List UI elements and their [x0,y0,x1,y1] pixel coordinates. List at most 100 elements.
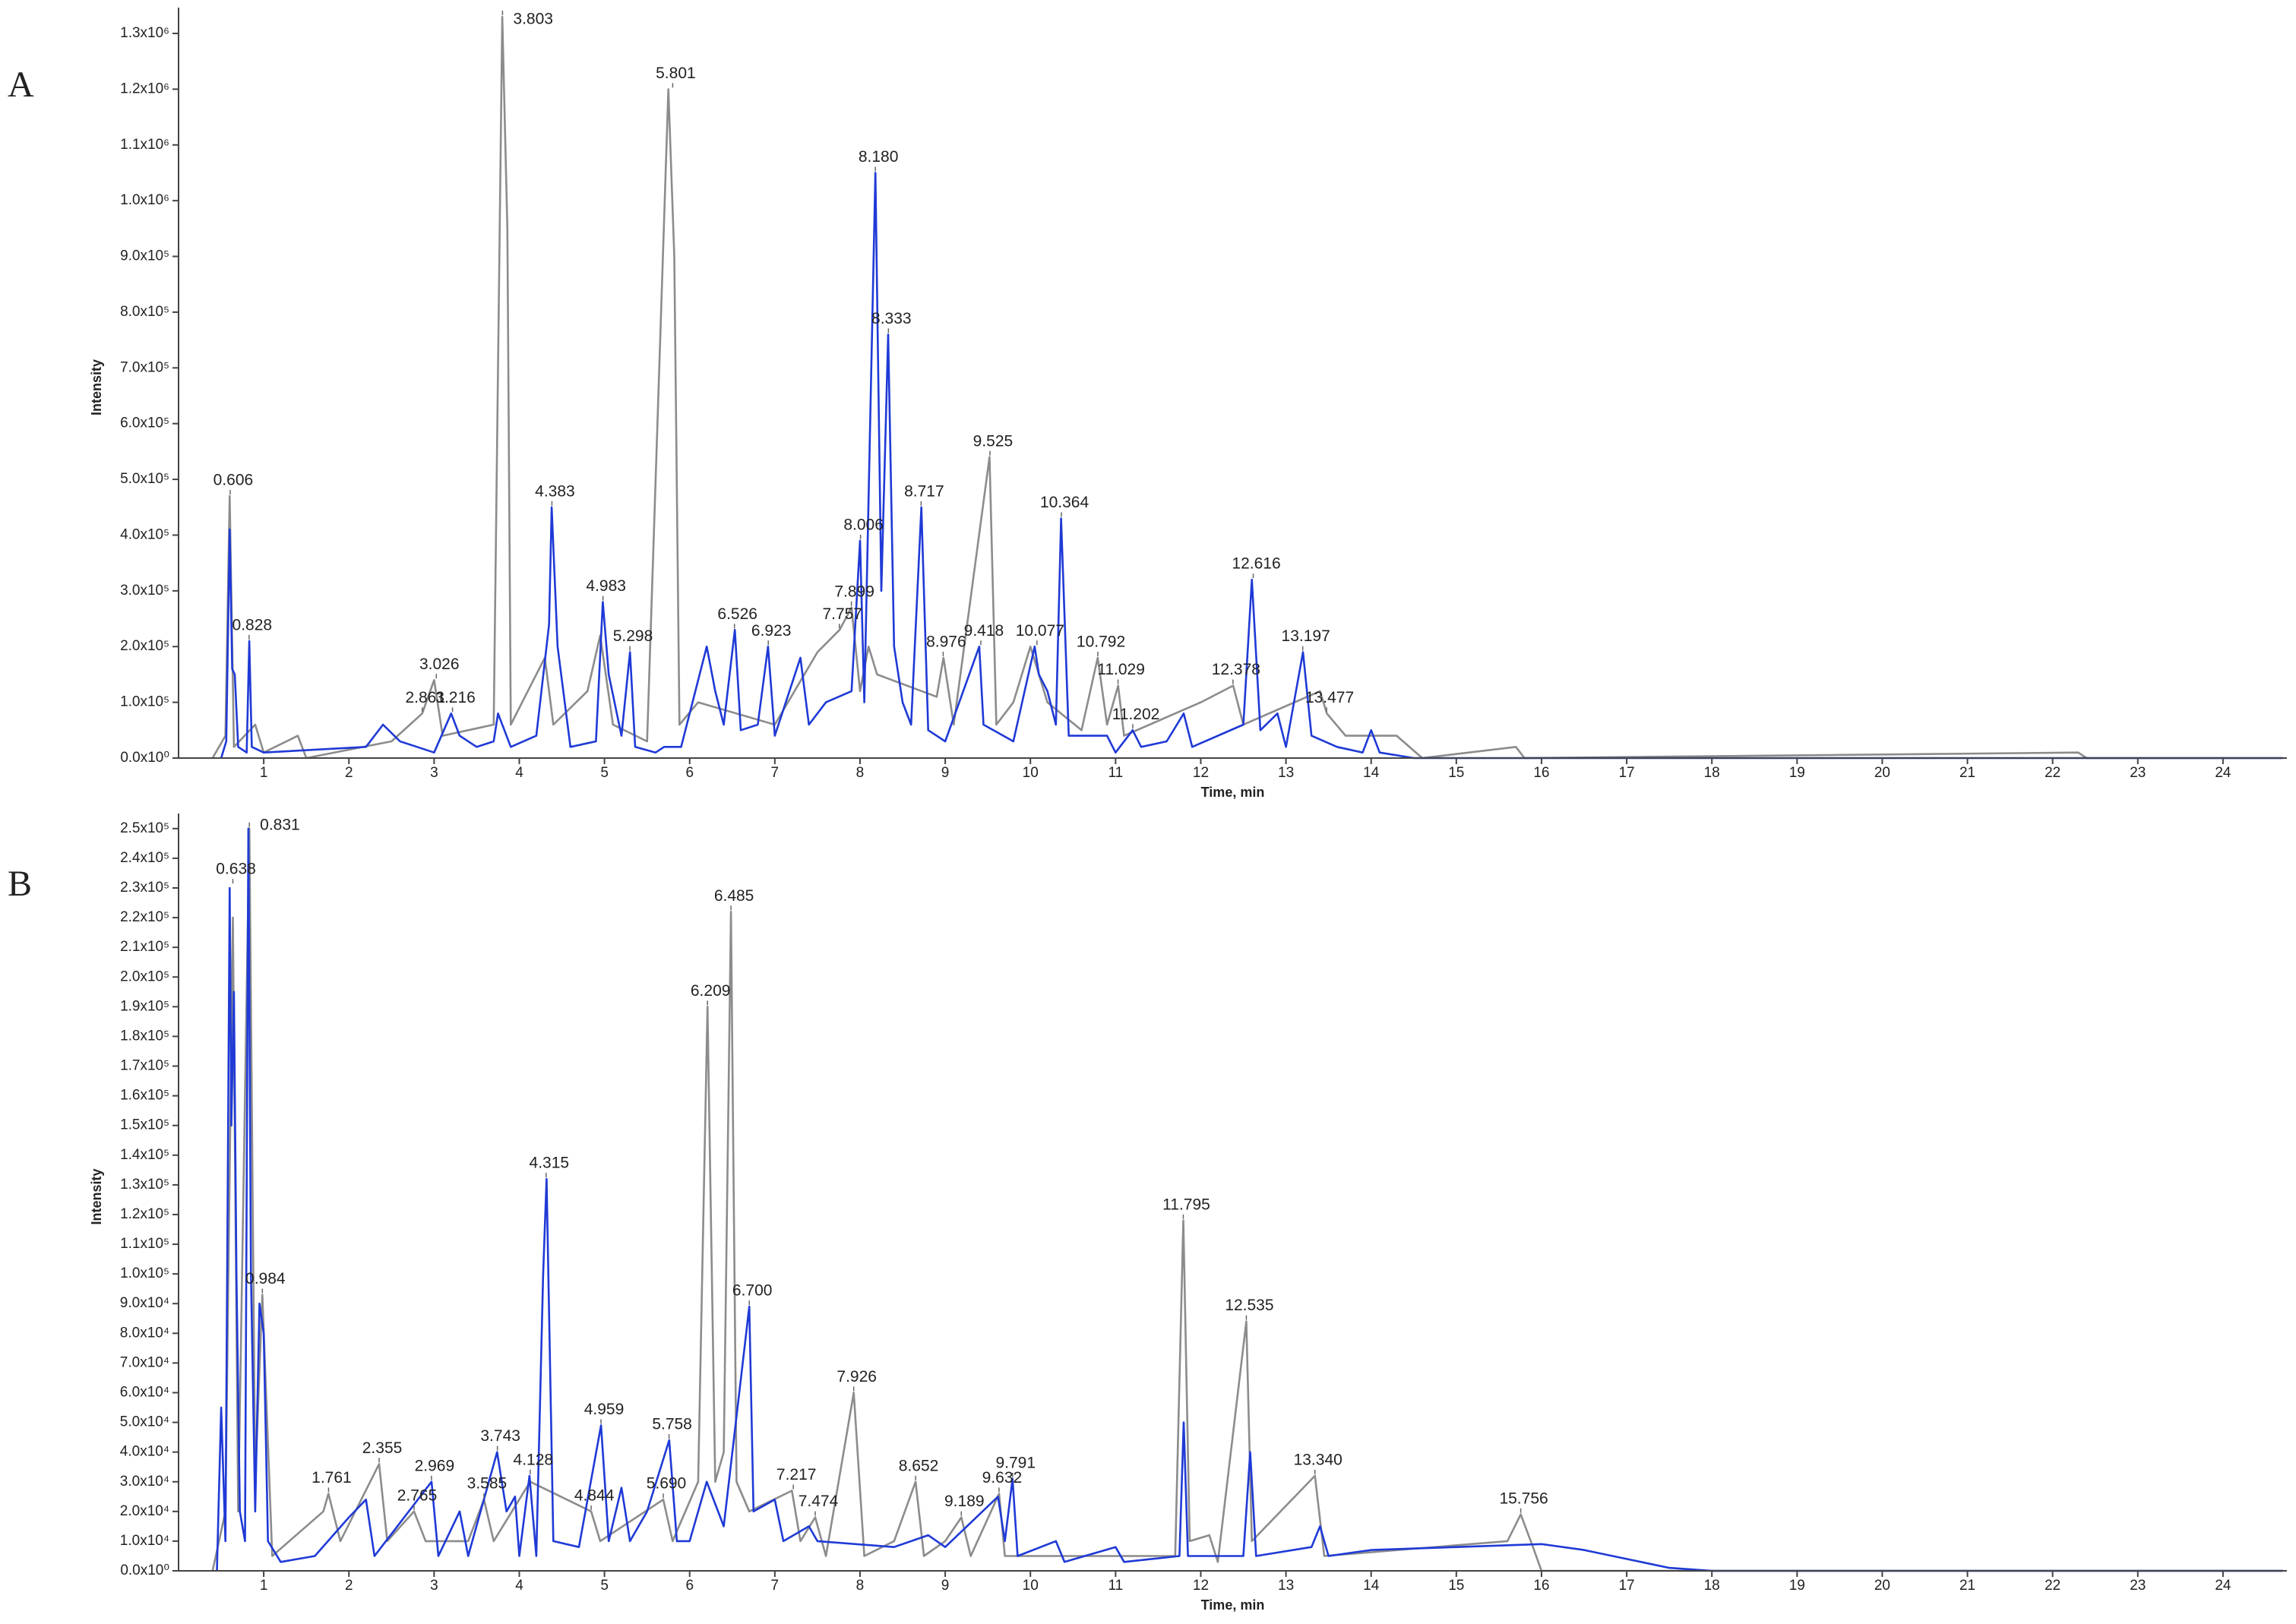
peak-label: 4.315 [530,1155,570,1172]
y-tick-label: 2.5x10⁵ [120,820,169,836]
y-tick-label: 3.0x10⁴ [120,1474,169,1490]
x-tick-label: 1 [260,765,268,781]
peak-label: 3.803 [513,11,553,28]
peak-label: 11.029 [1097,661,1145,678]
peak-label: 12.535 [1225,1297,1273,1314]
peak-label: 9.791 [995,1454,1036,1471]
peak-label: 9.525 [973,432,1014,450]
y-tick-label: 2.3x10⁵ [120,880,169,896]
x-tick-label: 12 [1193,1578,1209,1594]
peak-label: 13.477 [1305,689,1354,706]
x-tick-label: 20 [1874,1578,1890,1594]
x-tick-label: 8 [856,765,865,781]
x-tick-label: 11 [1108,1578,1123,1594]
x-tick-label: 15 [1448,765,1464,781]
x-tick-label: 22 [2045,1578,2060,1594]
x-tick-label: 5 [600,1578,609,1594]
y-tick-label: 1.0x10⁶ [120,192,169,208]
peak-label: 3.743 [480,1427,520,1445]
x-tick-label: 4 [515,1578,523,1594]
y-tick-label: 1.0x10⁵ [120,1265,169,1281]
y-tick-label: 1.1x10⁵ [120,1236,169,1252]
y-tick-label: 1.3x10⁵ [120,1177,169,1193]
peak-label: 4.383 [535,482,575,500]
y-tick-label: 8.0x10⁴ [120,1325,169,1341]
peak-label: 4.959 [584,1401,625,1418]
y-tick-label: 2.4x10⁵ [120,850,169,866]
x-tick-label: 6 [685,1578,694,1594]
x-tick-label: 13 [1278,1578,1294,1594]
y-tick-label: 4.0x10⁵ [120,526,169,542]
y-tick-label: 5.0x10⁵ [120,471,169,487]
peak-label: 8.976 [926,633,966,650]
y-tick-label: 1.9x10⁵ [120,998,169,1014]
peak-label: 0.831 [260,817,300,834]
peak-label: 8.180 [859,148,899,166]
x-axis-label: Time, min [1201,1597,1265,1613]
y-tick-label: 1.0x10⁴ [120,1533,169,1549]
trace [216,827,2283,1572]
peak-label: 1.761 [312,1469,352,1487]
x-tick-label: 2 [345,765,353,781]
peak-label: 13.197 [1282,627,1330,645]
y-tick-label: 0.0x10⁰ [120,1562,169,1578]
peak-label: 5.298 [613,627,653,645]
y-tick-label: 4.0x10⁴ [120,1444,169,1460]
y-tick-label: 6.0x10⁵ [120,415,169,431]
peak-label: 5.690 [647,1475,687,1493]
peak-label: 4.844 [574,1487,615,1504]
trace [211,15,2283,760]
y-tick-label: 2.1x10⁵ [120,939,169,955]
y-tick-label: 1.8x10⁵ [120,1028,169,1044]
peak-label: 7.474 [799,1493,839,1510]
x-tick-label: 23 [2130,1578,2146,1594]
x-tick-label: 16 [1533,765,1549,781]
peak-label: 0.638 [216,861,256,878]
x-axis-label: Time, min [1201,785,1265,800]
peak-label: 2.765 [397,1487,438,1504]
y-axis-label: Intensity [89,359,104,415]
x-tick-label: 3 [430,1578,438,1594]
peak-label: 8.333 [871,310,912,327]
x-tick-label: 23 [2130,765,2146,781]
peak-label: 3.585 [467,1475,508,1493]
peak-label: 11.202 [1112,706,1160,723]
x-tick-label: 12 [1193,765,1209,781]
peak-label: 7.757 [822,605,862,623]
x-tick-label: 8 [856,1578,865,1594]
y-tick-label: 2.0x10⁵ [120,638,169,654]
x-tick-label: 24 [2215,765,2231,781]
y-tick-label: 0.0x10⁰ [120,750,169,766]
y-tick-label: 1.2x10⁶ [120,81,169,96]
y-tick-label: 9.0x10⁴ [120,1295,169,1311]
peak-label: 2.355 [362,1439,403,1457]
peak-label: 2.861 [405,689,445,706]
peak-label: 15.756 [1499,1490,1548,1507]
peak-label: 6.485 [714,887,754,905]
peak-label: 9.418 [964,622,1004,640]
y-axis-label: Intensity [89,1168,104,1224]
x-tick-label: 13 [1278,765,1294,781]
y-tick-label: 8.0x10⁵ [120,304,169,320]
y-tick-label: 1.4x10⁵ [120,1147,169,1163]
peak-label: 7.217 [776,1466,817,1483]
y-tick-label: 2.2x10⁵ [120,909,169,925]
x-tick-label: 16 [1533,1578,1549,1594]
x-tick-label: 4 [515,765,523,781]
x-tick-label: 17 [1618,765,1634,781]
peak-label: 6.209 [691,982,731,1000]
peak-label: 0.828 [232,616,273,633]
peak-label: 0.984 [245,1270,286,1288]
peak-label: 13.340 [1294,1451,1342,1468]
y-tick-label: 1.0x10⁵ [120,694,169,710]
x-tick-label: 21 [1959,765,1975,781]
x-tick-label: 7 [771,765,780,781]
y-tick-label: 1.2x10⁵ [120,1206,169,1222]
x-tick-label: 9 [941,1578,950,1594]
panel-label: B [8,864,32,904]
peak-label: 4.983 [586,577,626,595]
x-tick-label: 14 [1363,765,1380,781]
peak-label: 11.795 [1162,1196,1210,1213]
peak-label: 5.758 [652,1416,692,1433]
